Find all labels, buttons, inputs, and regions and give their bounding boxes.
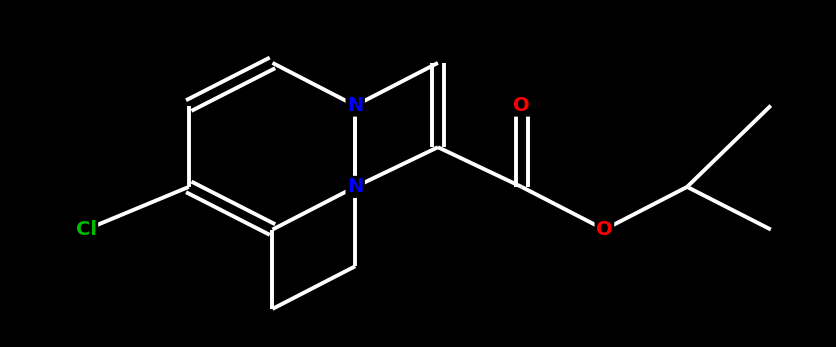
Text: O: O: [596, 220, 613, 239]
Text: Cl: Cl: [75, 220, 97, 239]
Text: N: N: [347, 96, 364, 115]
Text: N: N: [347, 177, 364, 196]
Text: O: O: [513, 96, 530, 115]
